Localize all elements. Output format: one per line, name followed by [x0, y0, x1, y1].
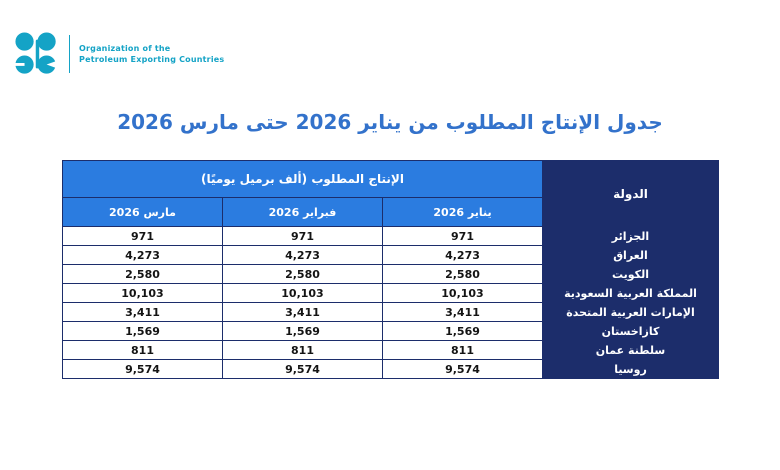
- value-cell: 811: [382, 340, 543, 360]
- production-table: الدولة الإنتاج المطلوب (ألف برميل يوميًا…: [62, 160, 719, 379]
- country-cell: روسيا: [542, 359, 719, 379]
- table-row: الجزائر 971 971 971: [62, 226, 719, 246]
- value-cell: 4,273: [222, 245, 383, 265]
- value-cell: 9,574: [222, 359, 383, 379]
- logo-org-name: Organization of the Petroleum Exporting …: [79, 43, 224, 65]
- table-row: المملكة العربية السعودية 10,103 10,103 1…: [62, 283, 719, 303]
- value-cell: 811: [222, 340, 383, 360]
- value-cell: 971: [382, 226, 543, 246]
- table-row: العراق 4,273 4,273 4,273: [62, 245, 719, 265]
- value-cell: 4,273: [382, 245, 543, 265]
- value-cell: 1,569: [222, 321, 383, 341]
- logo-org-line1: Organization of the: [79, 44, 171, 53]
- opec-logo-icon: [14, 32, 58, 74]
- value-cell: 3,411: [62, 302, 223, 322]
- value-cell: 9,574: [62, 359, 223, 379]
- value-cell: 1,569: [62, 321, 223, 341]
- country-cell: العراق: [542, 245, 719, 265]
- logo-divider: [69, 35, 70, 73]
- value-cell: 4,273: [62, 245, 223, 265]
- production-table-container: الدولة الإنتاج المطلوب (ألف برميل يوميًا…: [62, 160, 719, 379]
- value-cell: 10,103: [382, 283, 543, 303]
- country-cell: كازاخستان: [542, 321, 719, 341]
- country-cell: المملكة العربية السعودية: [542, 283, 719, 303]
- country-column-header: الدولة: [542, 160, 719, 227]
- value-cell: 10,103: [222, 283, 383, 303]
- production-column-group-header: الإنتاج المطلوب (ألف برميل يوميًا): [62, 160, 543, 198]
- month-header-february: فبراير 2026: [222, 197, 383, 227]
- value-cell: 9,574: [382, 359, 543, 379]
- table-row: الإمارات العربية المتحدة 3,411 3,411 3,4…: [62, 302, 719, 322]
- value-cell: 2,580: [222, 264, 383, 284]
- table-row: روسيا 9,574 9,574 9,574: [62, 359, 719, 379]
- month-header-january: يناير 2026: [382, 197, 543, 227]
- opec-logo-block: Organization of the Petroleum Exporting …: [14, 31, 224, 77]
- value-cell: 3,411: [222, 302, 383, 322]
- table-row: الكويت 2,580 2,580 2,580: [62, 264, 719, 284]
- country-cell: الإمارات العربية المتحدة: [542, 302, 719, 322]
- country-cell: الكويت: [542, 264, 719, 284]
- value-cell: 811: [62, 340, 223, 360]
- page-title: جدول الإنتاج المطلوب من يناير 2026 حتى م…: [117, 110, 663, 134]
- value-cell: 2,580: [62, 264, 223, 284]
- month-header-march: مارس 2026: [62, 197, 223, 227]
- value-cell: 971: [62, 226, 223, 246]
- table-header-row-2: يناير 2026 فبراير 2026 مارس 2026: [62, 197, 719, 227]
- country-cell: الجزائر: [542, 226, 719, 246]
- value-cell: 971: [222, 226, 383, 246]
- value-cell: 2,580: [382, 264, 543, 284]
- value-cell: 10,103: [62, 283, 223, 303]
- value-cell: 3,411: [382, 302, 543, 322]
- table-row: سلطنة عمان 811 811 811: [62, 340, 719, 360]
- country-cell: سلطنة عمان: [542, 340, 719, 360]
- table-row: كازاخستان 1,569 1,569 1,569: [62, 321, 719, 341]
- logo-org-line2: Petroleum Exporting Countries: [79, 55, 225, 64]
- table-header-row-1: الدولة الإنتاج المطلوب (ألف برميل يوميًا…: [62, 160, 719, 227]
- value-cell: 1,569: [382, 321, 543, 341]
